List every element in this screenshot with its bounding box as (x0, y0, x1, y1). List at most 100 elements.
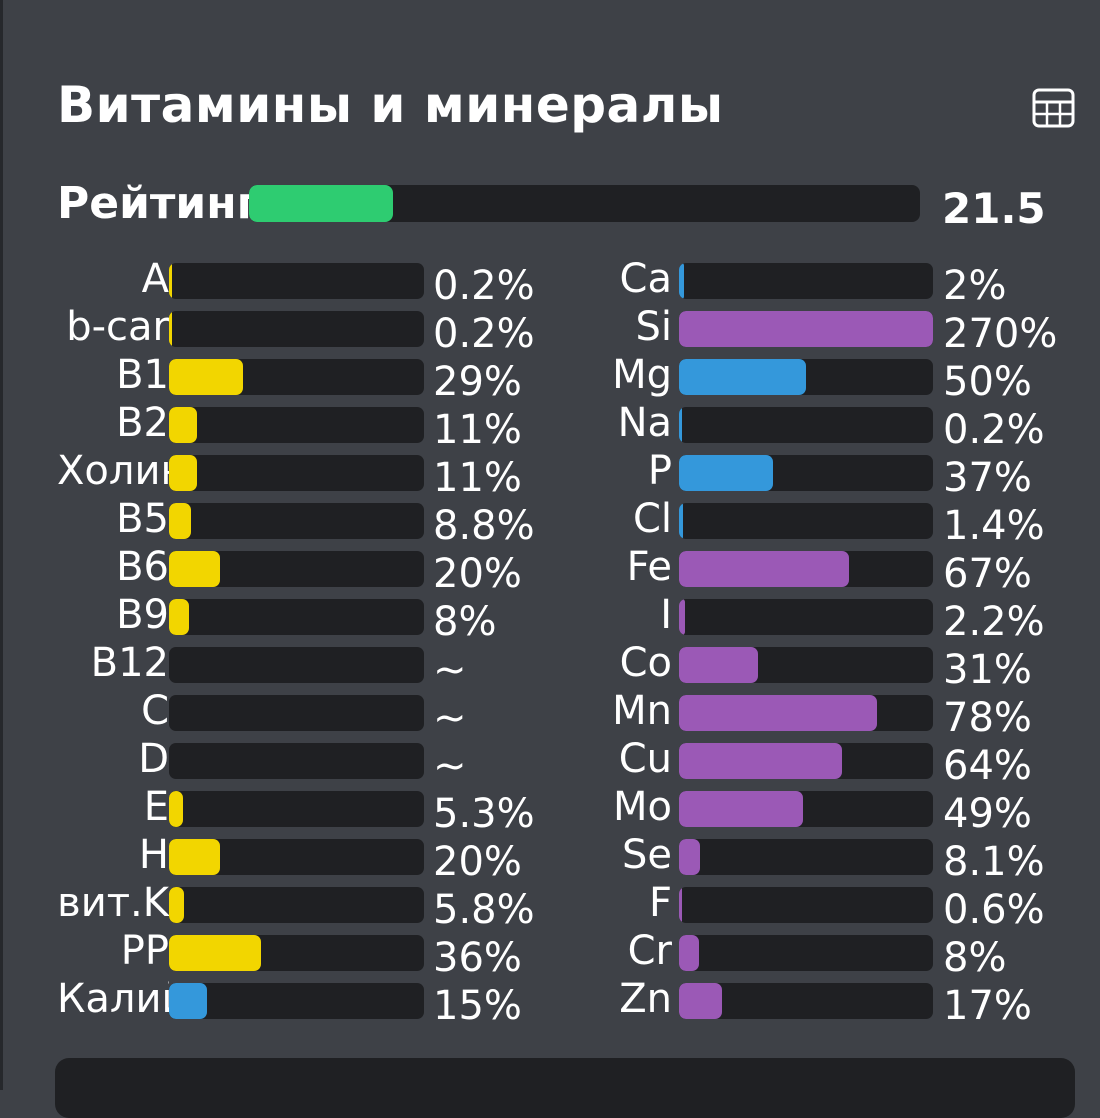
mineral-bar (679, 359, 933, 395)
vitamin-value: 8% (433, 599, 497, 645)
vitamin-name: Холин (57, 448, 169, 494)
vitamin-bar (169, 263, 424, 299)
mineral-bar (679, 311, 933, 347)
vitamin-bar-fill (169, 551, 220, 587)
vitamin-bar (169, 647, 424, 683)
vitamin-value: 5.3% (433, 791, 535, 837)
vitamin-bar-fill (169, 839, 220, 875)
panel-edge (0, 0, 3, 1090)
vitamin-bar (169, 743, 424, 779)
mineral-bar (679, 791, 933, 827)
mineral-bar (679, 599, 933, 635)
mineral-value: 37% (943, 455, 1032, 501)
mineral-name: Zn (619, 976, 672, 1022)
vitamin-value: ~ (433, 647, 467, 693)
rating-bar (249, 185, 920, 222)
vitamin-value: 5.8% (433, 887, 535, 933)
vitamin-name: E (143, 784, 169, 830)
vitamin-value: 11% (433, 407, 522, 453)
vitamin-name: Калий (57, 976, 169, 1022)
mineral-value: 17% (943, 983, 1032, 1029)
mineral-name: I (660, 592, 672, 638)
mineral-name: Cl (632, 496, 672, 542)
mineral-name: Mo (613, 784, 672, 830)
mineral-value: 49% (943, 791, 1032, 837)
mineral-value: 1.4% (943, 503, 1045, 549)
next-card (55, 1058, 1075, 1118)
mineral-bar-fill (679, 311, 933, 347)
mineral-name: F (648, 880, 672, 926)
vitamin-bar-fill (169, 407, 198, 443)
vitamin-bar-fill (169, 599, 190, 635)
mineral-bar-fill (679, 599, 685, 635)
table-grid-icon[interactable] (1032, 88, 1075, 128)
mineral-bar-fill (679, 503, 683, 539)
mineral-name: Mn (612, 688, 672, 734)
mineral-value: 0.6% (943, 887, 1045, 933)
mineral-bar-fill (679, 791, 804, 827)
vitamin-bar (169, 551, 424, 587)
vitamin-bar-fill (169, 887, 184, 923)
vitamin-name: b-car (66, 304, 169, 350)
vitamin-bar (169, 311, 424, 347)
vitamin-bar-fill (169, 935, 261, 971)
mineral-name: Si (635, 304, 672, 350)
vitamin-name: B1 (116, 352, 169, 398)
mineral-value: 67% (943, 551, 1032, 597)
mineral-name: Cr (627, 928, 672, 974)
vitamin-bar-fill (169, 311, 173, 347)
vitamin-bar-fill (169, 455, 198, 491)
mineral-bar (679, 407, 933, 443)
mineral-name: Mg (612, 352, 672, 398)
mineral-bar-fill (679, 455, 773, 491)
vitamin-name: C (141, 688, 169, 734)
vitamin-name: B2 (116, 400, 169, 446)
vitamin-bar (169, 935, 424, 971)
mineral-bar-fill (679, 359, 806, 395)
mineral-bar-fill (679, 887, 683, 923)
vitamin-value: ~ (433, 743, 467, 789)
vitamin-name: вит.K (57, 880, 169, 926)
vitamin-bar-fill (169, 263, 173, 299)
mineral-bar (679, 695, 933, 731)
mineral-bar-fill (679, 695, 878, 731)
mineral-value: 8.1% (943, 839, 1045, 885)
mineral-name: Fe (626, 544, 672, 590)
vitamin-value: 29% (433, 359, 522, 405)
mineral-bar (679, 647, 933, 683)
mineral-name: Se (622, 832, 672, 878)
mineral-value: 270% (943, 311, 1058, 357)
mineral-bar-fill (679, 551, 850, 587)
mineral-bar (679, 983, 933, 1019)
mineral-bar (679, 455, 933, 491)
vitamin-value: 0.2% (433, 263, 535, 309)
vitamin-value: 0.2% (433, 311, 535, 357)
mineral-bar-fill (679, 983, 723, 1019)
rating-value: 21.5 (942, 184, 1046, 233)
mineral-value: 78% (943, 695, 1032, 741)
vitamin-value: 36% (433, 935, 522, 981)
mineral-name: Co (619, 640, 672, 686)
vitamin-name: B9 (116, 592, 169, 638)
mineral-value: 0.2% (943, 407, 1045, 453)
vitamin-bar (169, 455, 424, 491)
vitamin-value: 11% (433, 455, 522, 501)
mineral-bar-fill (679, 263, 685, 299)
vitamin-bar (169, 695, 424, 731)
vitamin-name: B12 (90, 640, 169, 686)
vitamin-bar-fill (169, 503, 192, 539)
mineral-name: Cu (618, 736, 672, 782)
mineral-value: 50% (943, 359, 1032, 405)
vitamin-bar (169, 503, 424, 539)
vitamin-bar (169, 407, 424, 443)
mineral-bar-fill (679, 935, 700, 971)
rating-bar-fill (249, 185, 394, 222)
mineral-value: 64% (943, 743, 1032, 789)
mineral-bar-fill (679, 839, 700, 875)
vitamin-bar-fill (169, 359, 243, 395)
vitamin-value: 20% (433, 839, 522, 885)
mineral-bar (679, 263, 933, 299)
vitamin-bar (169, 791, 424, 827)
mineral-name: P (647, 448, 672, 494)
mineral-name: Ca (619, 256, 672, 302)
